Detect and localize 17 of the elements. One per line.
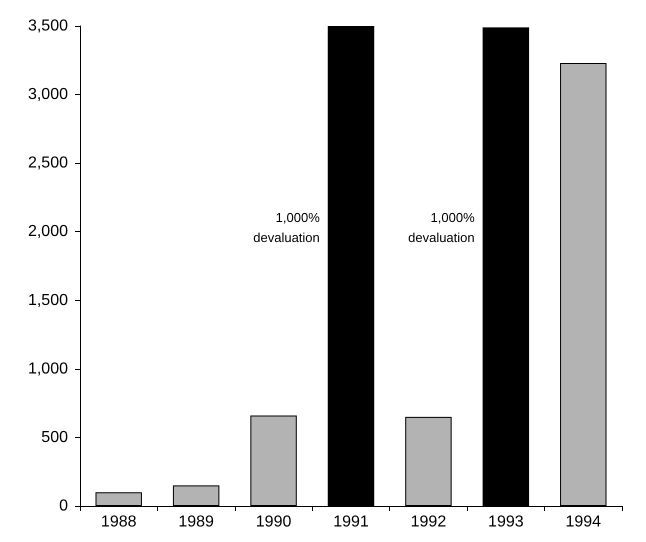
y-tick-label: 0 bbox=[59, 498, 68, 514]
y-tick-label: 3,500 bbox=[28, 18, 68, 34]
y-tick-label: 500 bbox=[41, 428, 68, 446]
y-tick-label: 1,000 bbox=[28, 360, 68, 378]
x-tick-label: 1991 bbox=[333, 514, 369, 530]
x-tick-label: 1992 bbox=[410, 514, 446, 530]
y-tick-label: 2,500 bbox=[28, 154, 68, 172]
y-tick-label: 1,500 bbox=[28, 292, 68, 309]
x-tick-label: 1989 bbox=[178, 514, 214, 530]
annotation: 1,000% devaluation bbox=[253, 210, 320, 246]
y-tick-label: 2,000 bbox=[28, 223, 68, 240]
x-tick-label: 1990 bbox=[256, 514, 292, 530]
x-tick-label: 1993 bbox=[488, 514, 524, 530]
x-tick-label: 1988 bbox=[100, 514, 137, 530]
x-tick-label: 1994 bbox=[565, 514, 602, 530]
y-tick-label: 3,000 bbox=[28, 86, 68, 104]
annotation: 1,000% devaluation bbox=[408, 210, 476, 246]
